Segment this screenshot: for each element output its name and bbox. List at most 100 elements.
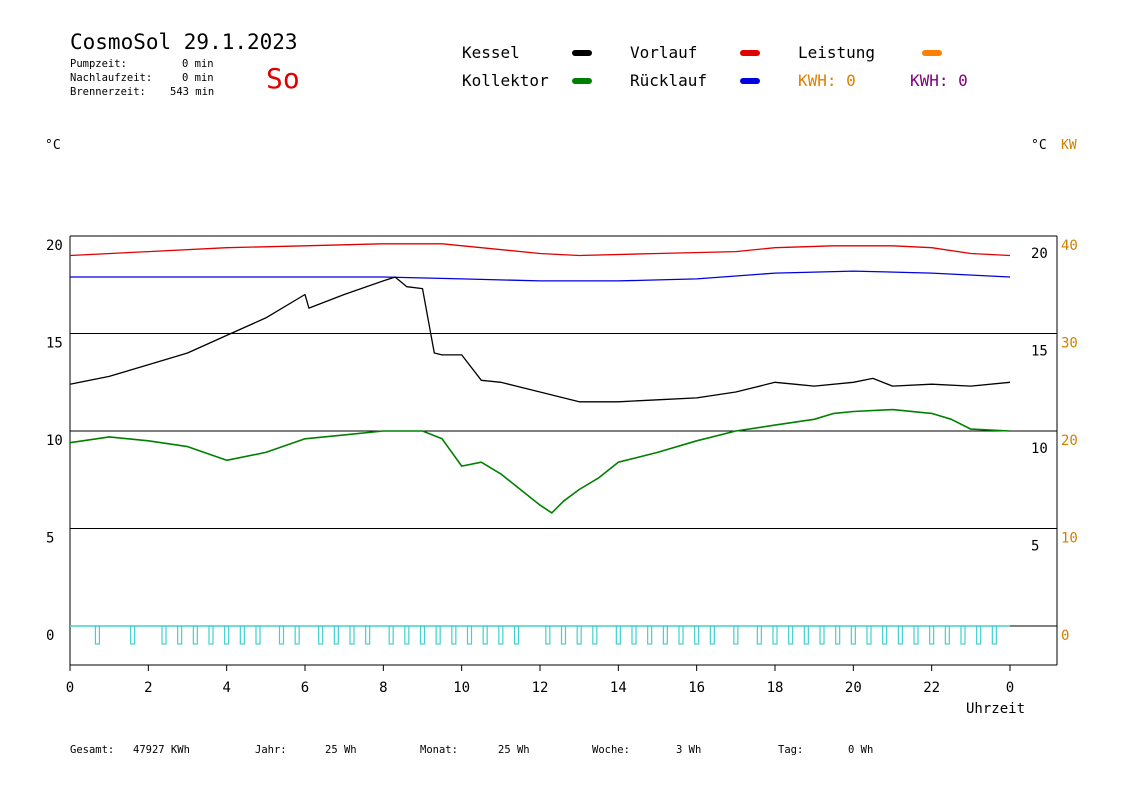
pump-pulse bbox=[208, 625, 214, 645]
footer-jahr-value: 25 Wh bbox=[325, 744, 357, 756]
y-tick-label-right-c: 5 bbox=[1031, 539, 1039, 555]
brennerzeit-value: 543 min bbox=[170, 86, 215, 98]
y-tick-label-right-kw: 40 bbox=[1061, 238, 1078, 254]
pump-pulse bbox=[929, 625, 935, 645]
chart-ticks: 0 2 4 6 8 10 12 14 16 18 20 22 0 20 15 10 5 0 20 15 10 5 40 30 2… bbox=[46, 238, 1078, 696]
pump-pulse bbox=[513, 625, 520, 645]
legend-kwh-leistung: KWH: 0 bbox=[798, 71, 856, 90]
x-tick-label: 12 bbox=[532, 680, 549, 696]
legend-leistung: Leistung bbox=[798, 43, 876, 62]
pump-pulse bbox=[709, 625, 715, 645]
pump-pulse bbox=[662, 625, 668, 645]
pump-pulse bbox=[419, 625, 426, 645]
pump-pulse bbox=[404, 625, 410, 645]
pump-pulse bbox=[592, 625, 598, 645]
x-axis-label: Uhrzeit bbox=[966, 701, 1026, 717]
footer-monat-label: Monat: bbox=[420, 744, 458, 756]
y-tick-label-left: 5 bbox=[46, 531, 54, 547]
page-title: CosmoSol 29.1.2023 bbox=[70, 30, 298, 54]
pump-pulse bbox=[991, 625, 997, 645]
footer-tag-value: 0 Wh bbox=[848, 744, 874, 756]
pump-pulse bbox=[278, 625, 285, 645]
footer-jahr-label: Jahr: bbox=[255, 744, 287, 756]
legend-ruecklauf: Rücklauf bbox=[630, 71, 708, 90]
x-tick-label: 20 bbox=[845, 680, 862, 696]
pump-pulse bbox=[615, 625, 621, 645]
pumpzeit-value: 0 min bbox=[182, 58, 214, 70]
pump-pulse bbox=[772, 625, 778, 645]
y-tick-label-right-kw: 0 bbox=[1061, 628, 1069, 644]
y-tick-label-right-c: 15 bbox=[1031, 344, 1048, 360]
x-tick-label: 14 bbox=[610, 680, 627, 696]
right-axis-unit-kw: KW bbox=[1061, 138, 1077, 153]
chart-series bbox=[69, 243, 1011, 514]
legend-kollektor: Kollektor bbox=[462, 71, 549, 90]
pump-pulse bbox=[560, 625, 567, 645]
footer-monat-value: 25 Wh bbox=[498, 744, 530, 756]
weekday-label: So bbox=[266, 62, 300, 95]
footer-tag-label: Tag: bbox=[778, 744, 804, 756]
pump-pulse bbox=[349, 625, 355, 645]
footer-woche-label: Woche: bbox=[592, 744, 630, 756]
y-tick-label-right-c: 20 bbox=[1031, 246, 1048, 262]
pump-pulse bbox=[161, 625, 167, 645]
x-tick-label: 2 bbox=[144, 680, 152, 696]
pump-pulse bbox=[388, 625, 394, 645]
pump-pulse bbox=[756, 625, 762, 645]
pump-pulse bbox=[850, 625, 856, 645]
pump-pulse bbox=[976, 625, 982, 645]
pump-pulse bbox=[224, 625, 230, 645]
pump-pulse bbox=[130, 625, 136, 645]
pump-pulse bbox=[882, 625, 888, 645]
legend-vorlauf-swatch bbox=[740, 50, 760, 56]
pump-pulse bbox=[94, 625, 101, 645]
chart-grid bbox=[69, 235, 1058, 666]
y-tick-label-left: 10 bbox=[46, 433, 63, 449]
pump-pulse bbox=[545, 625, 551, 645]
pump-pulse bbox=[239, 625, 245, 645]
pump-pulse bbox=[803, 625, 809, 645]
pump-pulse bbox=[435, 625, 441, 645]
x-tick-label: 0 bbox=[66, 680, 74, 696]
pumpzeit-label: Pumpzeit: bbox=[70, 58, 127, 70]
pump-pulse bbox=[647, 625, 653, 645]
legend-ruecklauf-swatch bbox=[740, 78, 760, 84]
legend-leistung-swatch bbox=[922, 50, 942, 56]
series-kollektor bbox=[69, 408, 1011, 514]
pump-pulse bbox=[466, 625, 473, 645]
x-tick-label: 16 bbox=[688, 680, 705, 696]
pump-pulse bbox=[819, 625, 825, 645]
x-tick-label: 8 bbox=[379, 680, 387, 696]
legend-kessel: Kessel bbox=[462, 43, 520, 62]
pump-pulse bbox=[913, 625, 919, 645]
pump-pulse bbox=[177, 625, 183, 645]
pump-pulse bbox=[451, 625, 457, 645]
y-tick-label-left: 20 bbox=[46, 238, 63, 254]
brennerzeit-label: Brennerzeit: bbox=[70, 86, 146, 98]
left-axis-unit: °C bbox=[45, 138, 61, 153]
pump-pulse bbox=[631, 625, 637, 645]
pump-pulse bbox=[694, 625, 700, 645]
y-tick-label-right-kw: 10 bbox=[1061, 531, 1078, 547]
pump-pulse bbox=[192, 625, 198, 645]
footer-woche-value: 3 Wh bbox=[676, 744, 702, 756]
pump-pulse bbox=[333, 625, 339, 645]
nachlaufzeit-value: 0 min bbox=[182, 72, 214, 84]
pump-pulse bbox=[255, 625, 261, 645]
x-tick-label: 18 bbox=[767, 680, 784, 696]
x-tick-label: 0 bbox=[1006, 680, 1014, 696]
pump-pulse bbox=[788, 625, 794, 645]
pump-pulse bbox=[944, 625, 950, 645]
pump-pulse bbox=[318, 625, 324, 645]
y-tick-label-right-kw: 20 bbox=[1061, 433, 1078, 449]
series-vorlauf bbox=[69, 243, 1011, 257]
legend-vorlauf: Vorlauf bbox=[630, 43, 698, 62]
pump-pulse bbox=[482, 625, 488, 645]
pump-pulse bbox=[365, 625, 371, 645]
series-kessel bbox=[69, 276, 1011, 403]
y-tick-label-left: 15 bbox=[46, 336, 63, 352]
nachlaufzeit-label: Nachlaufzeit: bbox=[70, 72, 153, 84]
y-tick-label-left: 0 bbox=[46, 628, 54, 644]
pump-pulse bbox=[294, 625, 300, 645]
